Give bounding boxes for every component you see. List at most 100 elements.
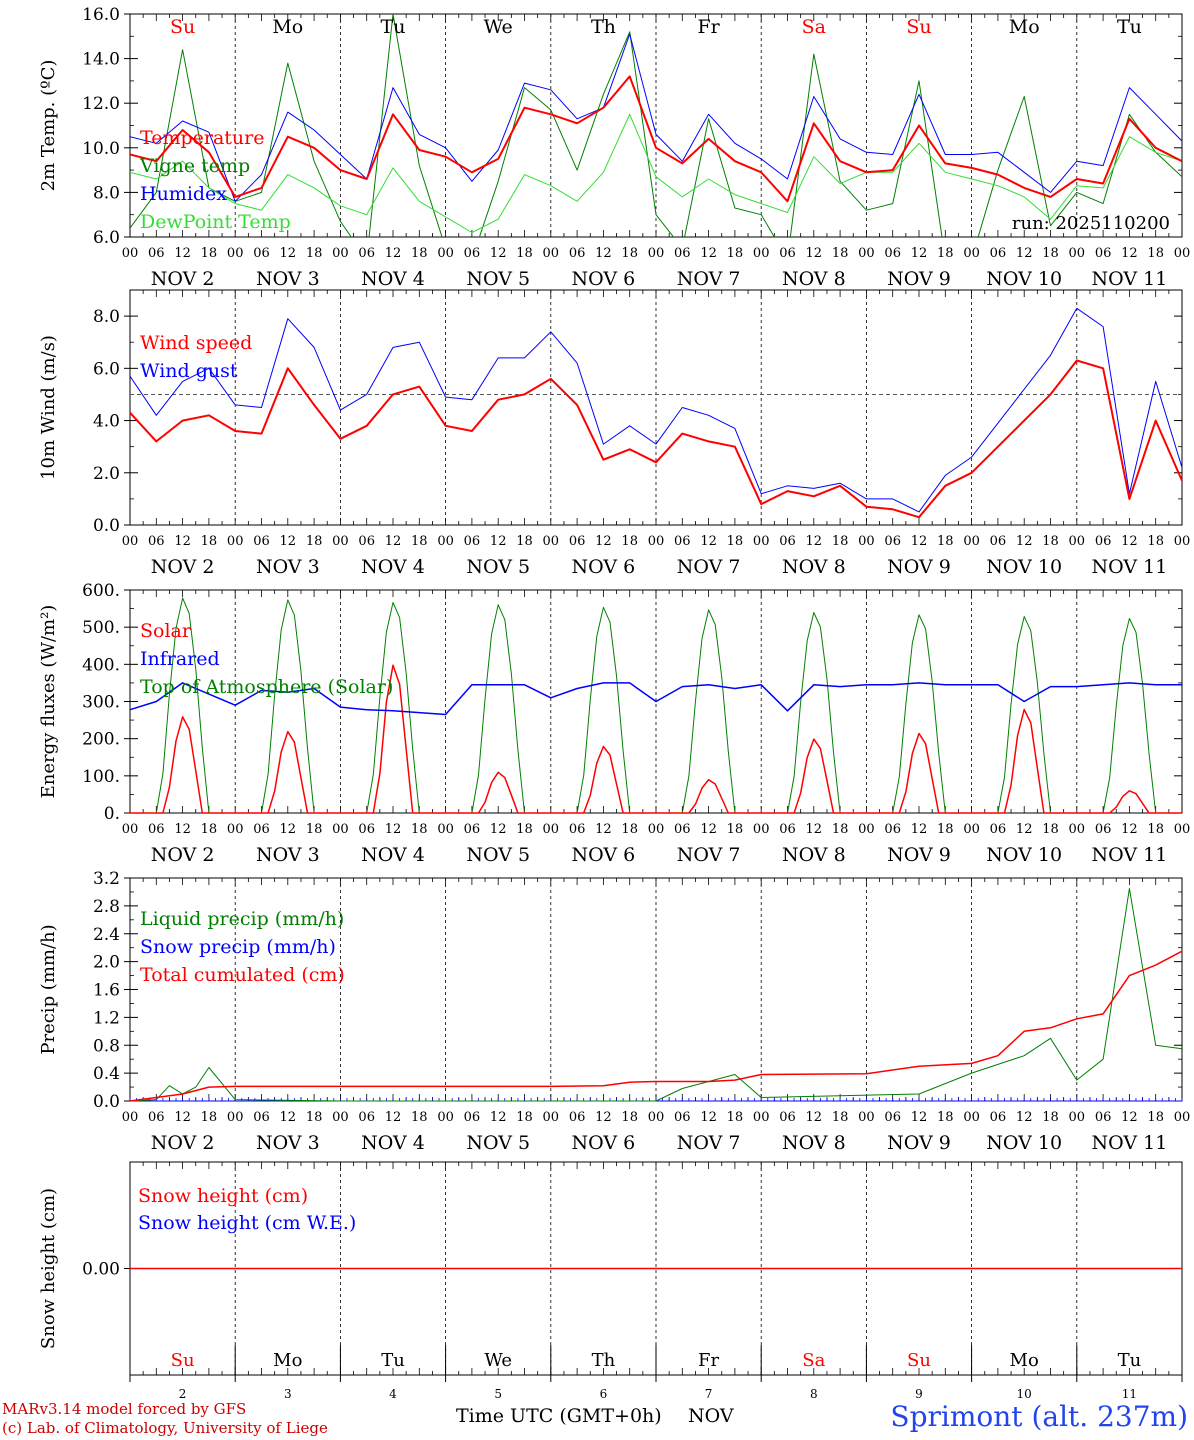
hour-label: 06 bbox=[148, 1110, 165, 1125]
series-toa-day bbox=[761, 612, 867, 814]
hour-label: 00 bbox=[437, 1110, 454, 1125]
hour-label: 12 bbox=[174, 822, 191, 837]
y-axis-title: 2m Temp. (ºC) bbox=[38, 60, 59, 192]
date-label: NOV 6 bbox=[572, 1132, 636, 1154]
date-label: NOV 10 bbox=[986, 268, 1062, 290]
hour-label: 18 bbox=[1147, 822, 1164, 837]
date-label: NOV 5 bbox=[466, 268, 530, 290]
temp-series-group bbox=[130, 14, 1182, 237]
hour-label: 00 bbox=[753, 246, 770, 261]
hour-label: 06 bbox=[779, 1110, 796, 1125]
hour-label: 00 bbox=[648, 534, 665, 549]
day-name-bottom: Tu bbox=[1118, 1350, 1142, 1371]
hour-label: 18 bbox=[516, 534, 533, 549]
hour-label: 00 bbox=[543, 534, 560, 549]
hour-label: 18 bbox=[1042, 246, 1059, 261]
series-toa-day bbox=[656, 609, 762, 814]
hour-label: 06 bbox=[569, 534, 586, 549]
legend-infrared: Infrared bbox=[140, 648, 220, 670]
hour-label: 06 bbox=[464, 822, 481, 837]
day-name-bottom: Tu bbox=[381, 1350, 405, 1371]
day-name: Tu bbox=[1117, 16, 1142, 38]
hour-label: 18 bbox=[937, 822, 954, 837]
date-label: NOV 5 bbox=[466, 1132, 530, 1154]
bottom-day-number: 5 bbox=[494, 1387, 502, 1401]
hour-label: 12 bbox=[806, 822, 823, 837]
hour-label: 12 bbox=[1016, 822, 1033, 837]
hour-label: 18 bbox=[937, 534, 954, 549]
hour-label: 18 bbox=[1042, 534, 1059, 549]
hour-label: 06 bbox=[1095, 822, 1112, 837]
hour-label: 18 bbox=[411, 822, 428, 837]
hour-label: 18 bbox=[306, 534, 323, 549]
day-name: Mo bbox=[1009, 16, 1040, 38]
hour-label: 00 bbox=[1069, 246, 1086, 261]
hour-label: 00 bbox=[1069, 1110, 1086, 1125]
date-label: NOV 8 bbox=[782, 556, 846, 578]
series-wind-speed bbox=[129, 359, 1183, 519]
day-name: Su bbox=[906, 16, 931, 38]
y-tick-label: 0.00 bbox=[82, 1260, 120, 1280]
hour-label: 00 bbox=[858, 822, 875, 837]
series-toa-day bbox=[340, 602, 446, 814]
hour-label: 00 bbox=[227, 246, 244, 261]
date-label: NOV 8 bbox=[782, 268, 846, 290]
legend-snow-height: Snow height (cm) bbox=[138, 1185, 308, 1207]
hour-label: 00 bbox=[1069, 534, 1086, 549]
hour-label: 06 bbox=[1095, 1110, 1112, 1125]
bottom-day-number: 6 bbox=[600, 1387, 608, 1401]
date-label: NOV 6 bbox=[572, 844, 636, 866]
hour-label: 00 bbox=[122, 822, 139, 837]
hour-label: 06 bbox=[358, 246, 375, 261]
hour-label: 12 bbox=[1121, 1110, 1138, 1125]
date-label: NOV 5 bbox=[466, 556, 530, 578]
hour-label: 18 bbox=[201, 246, 218, 261]
day-name-bottom: Su bbox=[171, 1350, 195, 1371]
hour-label: 12 bbox=[490, 246, 507, 261]
y-tick-label: 0.0 bbox=[93, 516, 120, 536]
hour-label: 00 bbox=[648, 246, 665, 261]
series-solar-day bbox=[866, 732, 972, 814]
y-tick-label: 10.0 bbox=[82, 139, 120, 159]
hour-label: 18 bbox=[306, 822, 323, 837]
y-tick-label: 6.0 bbox=[93, 359, 120, 379]
day-name-bottom: Th bbox=[592, 1350, 616, 1371]
hour-label: 18 bbox=[621, 822, 638, 837]
hour-label: 06 bbox=[464, 534, 481, 549]
bottom-day-number: 2 bbox=[179, 1387, 187, 1401]
hour-label: 00 bbox=[963, 534, 980, 549]
hour-label: 06 bbox=[990, 246, 1007, 261]
hour-label: 06 bbox=[148, 534, 165, 549]
hour-label: 18 bbox=[411, 246, 428, 261]
series-solar-day bbox=[971, 708, 1077, 814]
hour-label: 06 bbox=[674, 822, 691, 837]
hour-label: 06 bbox=[148, 822, 165, 837]
hour-label: 06 bbox=[990, 822, 1007, 837]
hour-label: 06 bbox=[779, 246, 796, 261]
hour-label: 12 bbox=[700, 1110, 717, 1125]
day-name: Tu bbox=[381, 16, 406, 38]
hour-label: 00 bbox=[122, 1110, 139, 1125]
hour-label: 06 bbox=[674, 1110, 691, 1125]
date-label: NOV 9 bbox=[887, 844, 951, 866]
hour-label: 18 bbox=[1042, 822, 1059, 837]
hour-label: 00 bbox=[437, 246, 454, 261]
day-name: Su bbox=[170, 16, 195, 38]
hour-label: 12 bbox=[911, 1110, 928, 1125]
hour-label: 12 bbox=[806, 1110, 823, 1125]
series-total-cumulated bbox=[129, 950, 1183, 1102]
hour-label: 12 bbox=[490, 1110, 507, 1125]
hour-label: 18 bbox=[1042, 1110, 1059, 1125]
hour-label: 00 bbox=[648, 822, 665, 837]
hour-label: 12 bbox=[490, 822, 507, 837]
hour-label: 00 bbox=[963, 822, 980, 837]
hour-label: 12 bbox=[385, 822, 402, 837]
hour-label: 06 bbox=[1095, 534, 1112, 549]
hour-label: 12 bbox=[595, 534, 612, 549]
hour-label: 06 bbox=[253, 246, 270, 261]
hour-label: 12 bbox=[1121, 534, 1138, 549]
series-infrared bbox=[129, 682, 1182, 716]
series-toa-day bbox=[866, 614, 972, 814]
date-label: NOV 3 bbox=[256, 844, 320, 866]
y-tick-label: 8.0 bbox=[93, 307, 120, 327]
